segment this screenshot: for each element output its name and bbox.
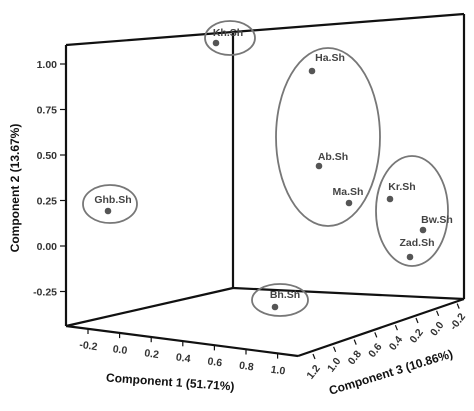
z-axis-title: Component 3 (10.86%) <box>327 347 454 398</box>
cluster-ellipse-kr-bw-zad <box>375 155 449 267</box>
y-tick-label: 1.00 <box>37 59 58 71</box>
frame-floor-right <box>232 286 465 301</box>
point-label-ghb-sh: Ghb.Sh <box>94 194 131 206</box>
z-tick-mark <box>353 339 357 345</box>
point-ghb-sh <box>104 207 112 215</box>
plot-box-frame <box>64 12 466 358</box>
point-label-ab-sh: Ab.Sh <box>318 151 348 163</box>
z-tick-label: 0.2 <box>407 327 426 346</box>
z-tick-label: 1.0 <box>325 355 344 374</box>
z-tick-mark <box>333 346 337 353</box>
frame-back-top <box>65 12 465 47</box>
z-tick-mark <box>312 353 316 360</box>
z-tick-label: 0.0 <box>428 319 447 338</box>
point-label-kr-sh: Kr.Sh <box>388 181 415 193</box>
z-tick-label: 0.8 <box>346 348 365 367</box>
x-tick-label: 0.6 <box>207 355 223 369</box>
point-zad-sh <box>406 253 414 261</box>
frame-floor-left <box>65 286 234 328</box>
x-tick-label: 0.0 <box>112 343 128 357</box>
point-bh-sh <box>271 303 279 311</box>
point-label-kh-sh: Kh.Sh <box>213 27 243 39</box>
z-tick-mark <box>456 303 460 309</box>
y-tick-label: 0.75 <box>37 105 58 117</box>
y-tick-label: -0.25 <box>33 287 57 299</box>
cluster-ellipse-bh <box>251 283 309 317</box>
z-tick-mark <box>374 332 378 338</box>
frame-floor-front-x <box>65 324 299 358</box>
x-tick-label: 1.0 <box>270 364 286 378</box>
point-label-ha-sh: Ha.Sh <box>315 52 345 64</box>
z-tick-label: 0.6 <box>366 341 385 360</box>
z-tick-mark <box>394 324 398 331</box>
data-points: Kh.Sh Ha.Sh Ab.Sh Ma.Sh Kr.Sh Bw.Sh Zad.Sh Ghb.… <box>94 27 453 311</box>
point-ab-sh <box>315 162 323 170</box>
frame-floor-front-z <box>297 297 465 358</box>
y-tick-label: 0.50 <box>37 150 58 162</box>
z-tick-label: 1.2 <box>304 363 323 382</box>
cluster-ellipse-ghb <box>82 184 138 224</box>
x-tick-label: 0.8 <box>238 360 254 374</box>
cluster-ellipse-kh <box>204 20 256 56</box>
x-axis-title: Component 1 (51.71%) <box>106 371 235 394</box>
x-tick-label: -0.2 <box>79 339 99 353</box>
x-tick-label: 0.4 <box>175 351 191 365</box>
z-tick-label: 0.4 <box>387 334 406 353</box>
cluster-ellipses <box>82 20 449 317</box>
z-tick-mark <box>415 317 419 324</box>
point-bw-sh <box>419 226 427 234</box>
point-kr-sh <box>386 195 394 203</box>
cluster-ellipse-ha-ab-ma <box>275 47 381 227</box>
z-tick-mark <box>436 310 440 317</box>
y-axis-title: Component 2 (13.67%) <box>8 124 22 253</box>
point-ha-sh <box>308 67 316 75</box>
component-2-axis: 1.00 0.75 0.50 0.25 0.00 -0.25 <box>33 59 66 299</box>
point-label-ma-sh: Ma.Sh <box>333 186 364 198</box>
y-tick-label: 0.00 <box>37 241 58 253</box>
point-kh-sh <box>212 39 220 47</box>
x-tick-label: 0.2 <box>144 347 160 361</box>
point-label-zad-sh: Zad.Sh <box>399 237 434 249</box>
point-ma-sh <box>345 199 353 207</box>
component-1-axis: -0.2 0.0 0.2 0.4 0.6 0.8 1.0 <box>79 329 286 378</box>
point-label-bw-sh: Bw.Sh <box>421 214 453 226</box>
point-label-bh-sh: Bh.Sh <box>270 289 300 301</box>
y-tick-label: 0.25 <box>37 196 58 208</box>
z-tick-label: -0.2 <box>448 311 469 333</box>
